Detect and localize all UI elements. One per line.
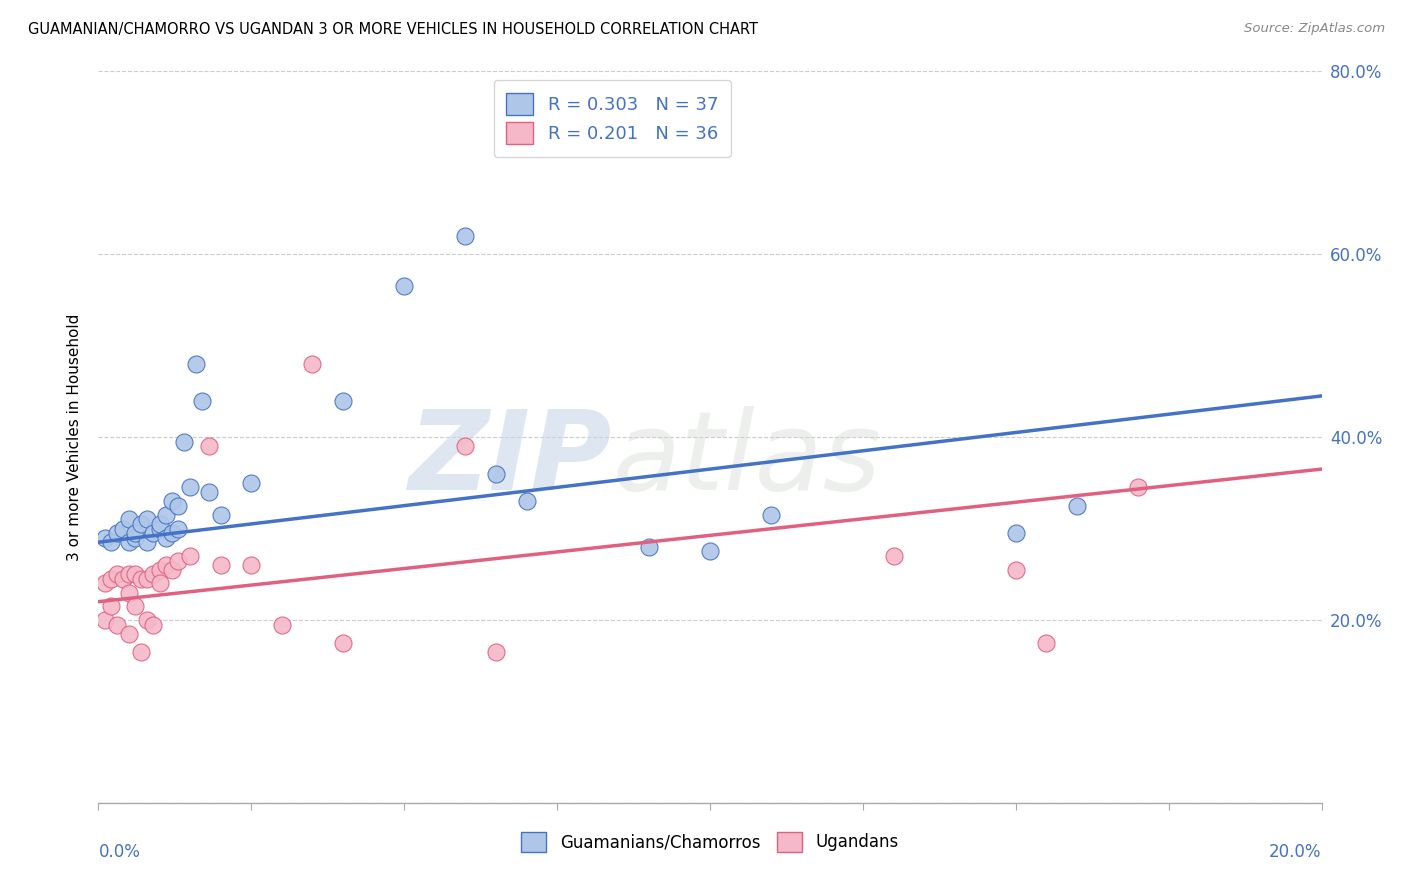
Point — [454, 228, 477, 243]
Text: 20.0%: 20.0% — [1270, 843, 1322, 861]
Point — [179, 480, 201, 494]
Point — [100, 535, 122, 549]
Point — [100, 572, 122, 586]
Point — [485, 467, 508, 481]
Text: atlas: atlas — [612, 406, 880, 513]
Point — [209, 508, 232, 522]
Point — [118, 585, 141, 599]
Point — [111, 521, 134, 535]
Point — [124, 531, 146, 545]
Point — [209, 558, 232, 573]
Point — [155, 558, 177, 573]
Point — [93, 576, 115, 591]
Point — [699, 544, 721, 558]
Point — [118, 512, 141, 526]
Point — [93, 531, 115, 545]
Point — [149, 563, 172, 577]
Point — [124, 599, 146, 614]
Point — [124, 567, 146, 582]
Point — [454, 439, 477, 453]
Point — [149, 521, 172, 535]
Point — [118, 567, 141, 582]
Point — [136, 512, 159, 526]
Point — [1066, 499, 1088, 513]
Point — [197, 439, 219, 453]
Point — [129, 645, 152, 659]
Point — [136, 613, 159, 627]
Point — [240, 558, 263, 573]
Point — [100, 599, 122, 614]
Point — [118, 535, 141, 549]
Point — [129, 516, 152, 531]
Point — [1004, 526, 1026, 541]
Point — [167, 499, 190, 513]
Point — [105, 526, 128, 541]
Point — [332, 393, 354, 408]
Point — [160, 494, 183, 508]
Point — [124, 526, 146, 541]
Point — [516, 494, 538, 508]
Point — [136, 535, 159, 549]
Point — [1035, 636, 1057, 650]
Point — [1004, 563, 1026, 577]
Point — [111, 572, 134, 586]
Point — [637, 540, 661, 554]
Legend: Guamanians/Chamorros, Ugandans: Guamanians/Chamorros, Ugandans — [513, 823, 907, 860]
Point — [197, 485, 219, 500]
Point — [160, 526, 183, 541]
Point — [93, 613, 115, 627]
Point — [759, 508, 782, 522]
Point — [191, 393, 214, 408]
Point — [167, 521, 190, 535]
Point — [1128, 480, 1150, 494]
Point — [136, 572, 159, 586]
Point — [883, 549, 905, 563]
Point — [240, 475, 263, 490]
Point — [129, 572, 152, 586]
Point — [332, 636, 354, 650]
Point — [186, 357, 208, 371]
Point — [301, 357, 323, 371]
Point — [105, 617, 128, 632]
Y-axis label: 3 or more Vehicles in Household: 3 or more Vehicles in Household — [67, 313, 83, 561]
Point — [179, 549, 201, 563]
Point — [155, 531, 177, 545]
Point — [105, 567, 128, 582]
Point — [142, 526, 165, 541]
Text: GUAMANIAN/CHAMORRO VS UGANDAN 3 OR MORE VEHICLES IN HOUSEHOLD CORRELATION CHART: GUAMANIAN/CHAMORRO VS UGANDAN 3 OR MORE … — [28, 22, 758, 37]
Point — [155, 508, 177, 522]
Text: ZIP: ZIP — [409, 406, 612, 513]
Point — [167, 553, 190, 567]
Text: 0.0%: 0.0% — [98, 843, 141, 861]
Point — [392, 279, 416, 293]
Point — [118, 626, 141, 640]
Point — [149, 516, 172, 531]
Point — [173, 434, 195, 449]
Point — [160, 563, 183, 577]
Point — [142, 617, 165, 632]
Point — [485, 645, 508, 659]
Point — [149, 576, 172, 591]
Point — [142, 567, 165, 582]
Text: Source: ZipAtlas.com: Source: ZipAtlas.com — [1244, 22, 1385, 36]
Point — [270, 617, 292, 632]
